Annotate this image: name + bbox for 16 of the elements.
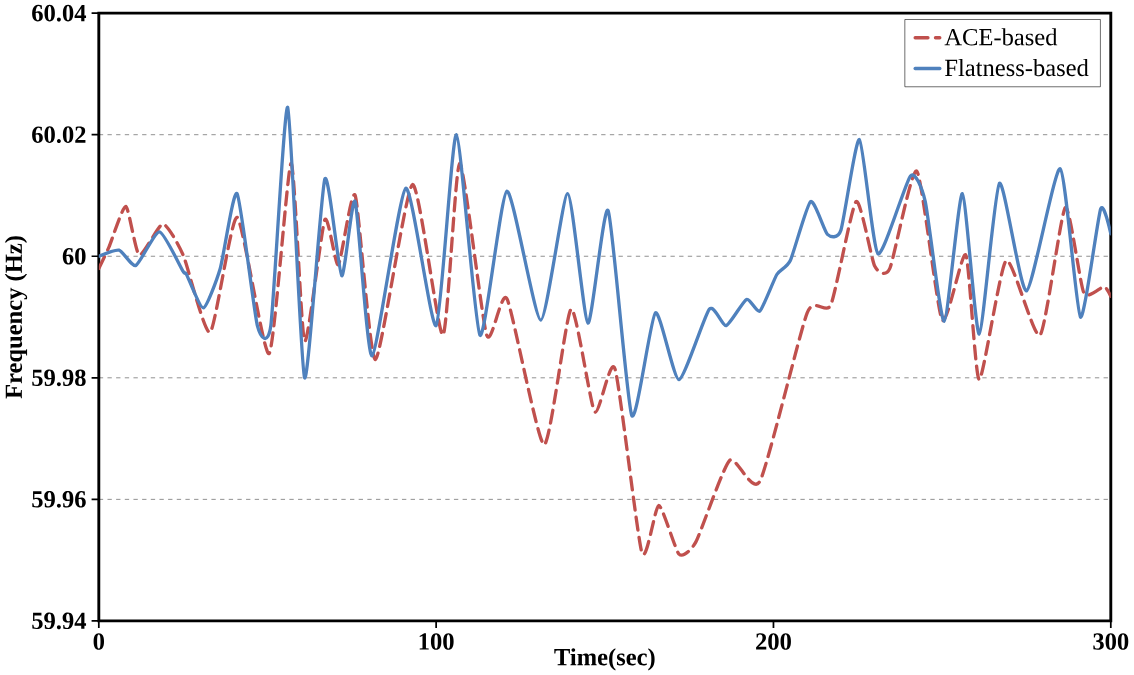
legend-label: ACE-based [944, 28, 1058, 46]
x-tick-label: 300 [1093, 633, 1129, 650]
x-tick-label: 0 [93, 633, 105, 650]
line-series [98, 161, 1111, 557]
y-axis-title: Frequency (Hz) [4, 236, 28, 399]
x-tick-label: 200 [756, 633, 791, 650]
line-series [98, 105, 1111, 418]
y-tick-label: 60.04 [32, 4, 87, 22]
y-tick-label: 59.98 [32, 369, 86, 387]
x-tick-label: 100 [419, 633, 454, 650]
x-axis-title: Time(sec) [554, 648, 655, 671]
y-tick-label: 59.96 [32, 490, 86, 508]
y-tick-label: 60.02 [32, 126, 86, 143]
legend-label: Flatness-based [945, 58, 1089, 77]
y-tick-label: 60 [62, 247, 86, 265]
y-tick-label: 59.94 [32, 612, 87, 630]
